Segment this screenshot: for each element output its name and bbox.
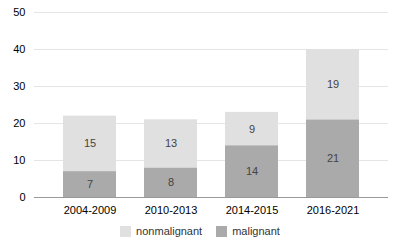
svg-text:7: 7	[87, 178, 93, 190]
svg-text:15: 15	[84, 137, 96, 149]
svg-text:40: 40	[13, 43, 25, 55]
svg-text:21: 21	[327, 152, 339, 164]
svg-text:50: 50	[13, 6, 25, 18]
svg-text:2016-2021: 2016-2021	[307, 204, 360, 216]
svg-text:13: 13	[165, 137, 177, 149]
html-text:malignant: malignant	[232, 225, 280, 237]
svg-text:20: 20	[13, 117, 25, 129]
svg-text:8: 8	[168, 176, 174, 188]
svg-text:2014-2015: 2014-2015	[226, 204, 279, 216]
svg-text:19: 19	[327, 78, 339, 90]
svg-text:14: 14	[246, 165, 258, 177]
svg-text:9: 9	[249, 123, 255, 135]
html-text:nonmalignant: nonmalignant	[136, 225, 203, 237]
svg-text:2004-2009: 2004-2009	[64, 204, 117, 216]
svg-text:2010-2013: 2010-2013	[145, 204, 198, 216]
svg-text:30: 30	[13, 80, 25, 92]
svg-text:10: 10	[13, 154, 25, 166]
svg-text:0: 0	[19, 191, 25, 203]
